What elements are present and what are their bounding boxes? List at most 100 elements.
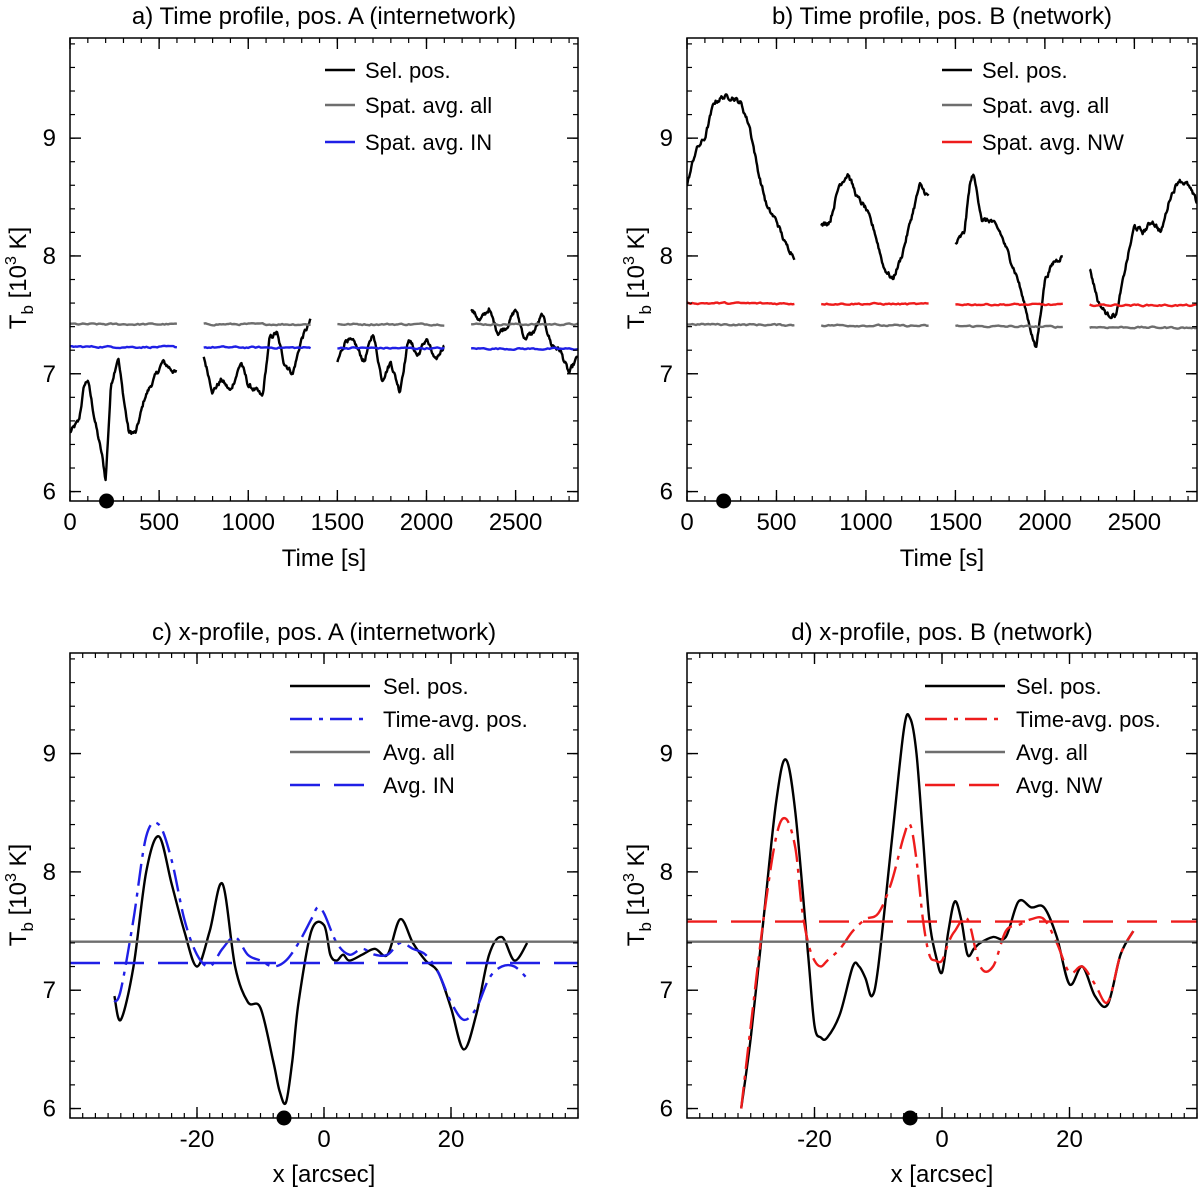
y-tick-label: 8 — [43, 243, 56, 270]
legend-entry-spat-avg-nw: Spat. avg. NW — [942, 130, 1124, 155]
x-tick-label: 1500 — [929, 509, 982, 536]
series-line-sel-pos — [740, 713, 1135, 1109]
legend-entry-avg-all: Avg. all — [290, 740, 455, 765]
selected-position-marker — [276, 1110, 292, 1126]
series-line-spat-avg-in — [70, 344, 578, 351]
legend-label-sel-pos: Sel. pos. — [1016, 674, 1102, 699]
x-tick-label: 500 — [139, 509, 179, 536]
legend-label-avg-all: Avg. all — [1016, 740, 1088, 765]
series-line-spat-avg-all — [70, 322, 578, 327]
series-line-spat-avg-all — [687, 322, 1197, 330]
legend-entry-avg-all: Avg. all — [925, 740, 1088, 765]
panel-a-x-axis-label: Time [s] — [282, 545, 366, 572]
y-tick-label: 8 — [43, 859, 56, 886]
series-line-time-avg-pos — [113, 821, 529, 1022]
panel-b-x-axis-label: Time [s] — [900, 545, 984, 572]
legend-entry-sel-pos: Sel. pos. — [925, 674, 1102, 699]
legend-label-avg-nw: Avg. NW — [1016, 773, 1103, 798]
y-tick-label: 9 — [43, 741, 56, 768]
legend-label-avg-all: Avg. all — [383, 740, 455, 765]
series-line-time-avg-pos — [740, 816, 1135, 1109]
panel-b-plot-area — [687, 93, 1197, 348]
legend-label-sel-pos: Sel. pos. — [982, 58, 1068, 83]
panel-d-legend: Sel. pos. Time-avg. pos. Avg. all Avg. N… — [925, 674, 1161, 798]
y-tick-label: 6 — [43, 1096, 56, 1123]
panel-b-y-axis-label: Tb [103 K] — [621, 227, 655, 329]
panel-d-y-axis-label: Tb [103 K] — [621, 844, 655, 946]
series-line-sel-pos — [113, 835, 529, 1105]
legend-label-avg-in: Avg. IN — [383, 773, 455, 798]
x-tick-label: 1000 — [222, 509, 275, 536]
panel-c-x-profile-internetwork: c) x-profile, pos. A (internetwork) x [a… — [3, 619, 579, 1188]
x-tick-label: 1000 — [839, 509, 892, 536]
panel-d-plot-area — [687, 713, 1197, 1109]
panel-c-plot-area — [70, 821, 578, 1105]
x-tick-label: 20 — [438, 1126, 465, 1153]
x-tick-label: 2500 — [489, 509, 542, 536]
panel-d-x-profile-network: d) x-profile, pos. B (network) x [arcsec… — [621, 619, 1198, 1188]
x-tick-label: 0 — [935, 1126, 948, 1153]
legend-entry-sel-pos: Sel. pos. — [290, 674, 469, 699]
panel-c-x-axis-label: x [arcsec] — [273, 1161, 376, 1188]
legend-label-spat-avg-in: Spat. avg. IN — [365, 130, 492, 155]
panel-b-legend: Sel. pos. Spat. avg. all Spat. avg. NW — [942, 58, 1124, 155]
x-tick-label: 2000 — [400, 509, 453, 536]
x-tick-label: 20 — [1056, 1126, 1083, 1153]
legend-entry-spat-avg-in: Spat. avg. IN — [325, 130, 492, 155]
y-tick-label: 6 — [43, 479, 56, 506]
legend-label-time-avg-pos: Time-avg. pos. — [383, 707, 528, 732]
x-tick-label: 2500 — [1108, 509, 1161, 536]
legend-entry-sel-pos: Sel. pos. — [942, 58, 1068, 83]
x-tick-label: -20 — [180, 1126, 215, 1153]
legend-entry-avg-in: Avg. IN — [290, 773, 455, 798]
y-tick-label: 7 — [43, 977, 56, 1004]
legend-entry-spat-avg-all: Spat. avg. all — [942, 93, 1109, 118]
y-tick-label: 6 — [660, 479, 673, 506]
y-tick-label: 7 — [660, 361, 673, 388]
legend-label-spat-avg-nw: Spat. avg. NW — [982, 130, 1124, 155]
panel-a-legend: Sel. pos. Spat. avg. all Spat. avg. IN — [325, 58, 492, 155]
selected-position-marker — [99, 493, 115, 509]
panel-b-time-profile-network: b) Time profile, pos. B (network) Time [… — [621, 3, 1198, 572]
selected-position-marker — [716, 493, 732, 509]
panel-c-y-axis-label: Tb [103 K] — [3, 844, 37, 946]
x-tick-label: 2000 — [1018, 509, 1071, 536]
legend-label-sel-pos: Sel. pos. — [365, 58, 451, 83]
legend-label-sel-pos: Sel. pos. — [383, 674, 469, 699]
y-tick-label: 8 — [660, 859, 673, 886]
legend-label-spat-avg-all: Spat. avg. all — [982, 93, 1109, 118]
y-tick-label: 9 — [660, 741, 673, 768]
panel-a-frame — [69, 37, 579, 502]
legend-label-time-avg-pos: Time-avg. pos. — [1016, 707, 1161, 732]
panel-a-time-profile-internetwork: a) Time profile, pos. A (internetwork) T… — [3, 3, 579, 572]
panel-d-title: d) x-profile, pos. B (network) — [791, 619, 1092, 646]
x-tick-label: -20 — [797, 1126, 832, 1153]
panel-b-title: b) Time profile, pos. B (network) — [772, 3, 1112, 30]
panel-b-frame — [686, 37, 1198, 502]
y-tick-label: 8 — [660, 243, 673, 270]
selected-position-marker — [902, 1110, 918, 1126]
legend-entry-avg-nw: Avg. NW — [925, 773, 1103, 798]
legend-label-spat-avg-all: Spat. avg. all — [365, 93, 492, 118]
panel-a-y-axis-label: Tb [103 K] — [3, 227, 37, 329]
x-tick-label: 0 — [680, 509, 693, 536]
y-tick-label: 7 — [43, 361, 56, 388]
legend-entry-sel-pos: Sel. pos. — [325, 58, 451, 83]
panel-a-plot-area — [70, 307, 578, 482]
panel-c-legend: Sel. pos. Time-avg. pos. Avg. all Avg. I… — [290, 674, 528, 798]
y-tick-label: 9 — [43, 125, 56, 152]
legend-entry-time-avg-pos: Time-avg. pos. — [290, 707, 528, 732]
series-line-sel-pos — [70, 307, 578, 482]
y-tick-label: 9 — [660, 125, 673, 152]
legend-entry-spat-avg-all: Spat. avg. all — [325, 93, 492, 118]
x-tick-label: 0 — [63, 509, 76, 536]
x-tick-label: 0 — [317, 1126, 330, 1153]
x-tick-label: 500 — [756, 509, 796, 536]
panel-a-title: a) Time profile, pos. A (internetwork) — [132, 3, 516, 30]
panel-d-x-axis-label: x [arcsec] — [891, 1161, 994, 1188]
legend-entry-time-avg-pos: Time-avg. pos. — [925, 707, 1161, 732]
x-tick-label: 1500 — [311, 509, 364, 536]
series-line-sel-pos — [687, 93, 1197, 348]
y-tick-label: 6 — [660, 1096, 673, 1123]
